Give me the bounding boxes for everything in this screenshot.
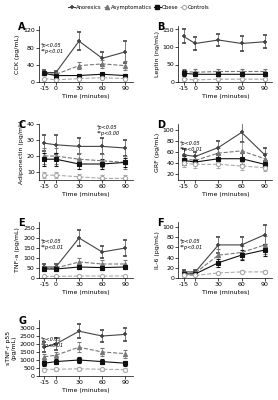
X-axis label: Time (minutes): Time (minutes) [62,94,110,99]
X-axis label: Time (minutes): Time (minutes) [62,192,110,197]
Y-axis label: Adiponectin (pg/mL): Adiponectin (pg/mL) [19,120,24,184]
Text: *p<0.05
**p<0.01: *p<0.05 **p<0.01 [180,239,203,250]
Text: *p<0.05
**p<0.01: *p<0.05 **p<0.01 [41,43,64,54]
Y-axis label: GRF (pg/mL): GRF (pg/mL) [155,132,160,172]
Y-axis label: CCK (pg/mL): CCK (pg/mL) [15,34,20,74]
Text: *p<0.05
**p<0.01: *p<0.05 **p<0.01 [41,337,64,348]
Y-axis label: TNF-a (pg/mL): TNF-a (pg/mL) [15,228,20,272]
X-axis label: Time (minutes): Time (minutes) [202,94,249,99]
Text: G: G [18,316,26,326]
Text: D: D [158,120,166,130]
Legend: Anorexics, Asymptomatics, Obese, Controls: Anorexics, Asymptomatics, Obese, Control… [66,3,212,12]
Text: *p<0.05
**p<0.01: *p<0.05 **p<0.01 [41,239,64,250]
Text: C: C [18,120,26,130]
Text: *p<0.05
**p<0.01: *p<0.05 **p<0.01 [180,141,203,152]
Text: A: A [18,22,26,32]
Text: B: B [158,22,165,32]
X-axis label: Time (minutes): Time (minutes) [202,192,249,197]
Text: F: F [158,218,164,228]
X-axis label: Time (minutes): Time (minutes) [202,290,249,295]
Y-axis label: Leptin (ng/mL): Leptin (ng/mL) [155,31,160,77]
Y-axis label: IL-6 (pg/mL): IL-6 (pg/mL) [155,231,160,269]
Y-axis label: sTNF-r p55
(pg/mL): sTNF-r p55 (pg/mL) [6,331,16,365]
Text: *p<0.05
**p<0.00: *p<0.05 **p<0.00 [97,125,120,136]
X-axis label: Time (minutes): Time (minutes) [62,388,110,393]
Text: E: E [18,218,25,228]
X-axis label: Time (minutes): Time (minutes) [62,290,110,295]
